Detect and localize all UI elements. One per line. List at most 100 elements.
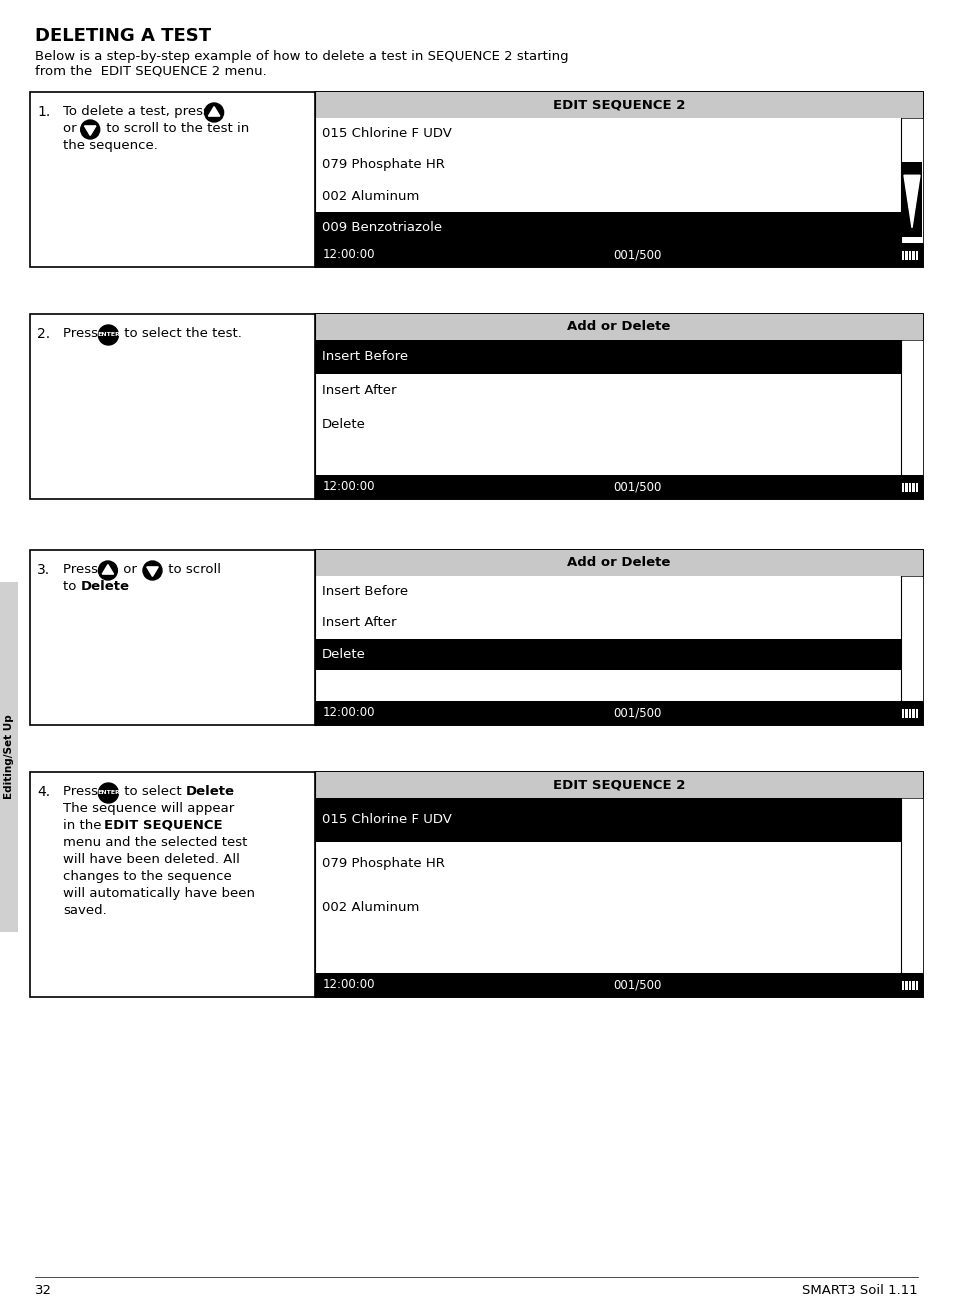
Text: will have been deleted. All: will have been deleted. All xyxy=(63,853,239,866)
Bar xyxy=(30,314,923,499)
Bar xyxy=(900,340,923,475)
Bar xyxy=(915,980,917,989)
Text: SMART3 Soil 1.11: SMART3 Soil 1.11 xyxy=(801,1284,917,1298)
Bar xyxy=(915,251,917,260)
Bar xyxy=(901,161,921,236)
Bar xyxy=(314,314,923,499)
Text: 12:00:00: 12:00:00 xyxy=(323,979,375,992)
Text: in the: in the xyxy=(63,819,106,832)
Bar xyxy=(908,483,910,492)
Text: .: . xyxy=(226,785,230,798)
Polygon shape xyxy=(85,126,96,135)
Text: the sequence.: the sequence. xyxy=(63,139,157,152)
Bar xyxy=(900,798,923,974)
Text: 079 Phosphate HR: 079 Phosphate HR xyxy=(322,857,444,870)
Bar xyxy=(30,771,923,997)
Text: Insert Before: Insert Before xyxy=(322,585,408,598)
Text: ENTER: ENTER xyxy=(97,791,120,795)
Bar xyxy=(901,483,903,492)
Bar xyxy=(314,798,900,842)
Polygon shape xyxy=(102,564,113,575)
Text: to select the test.: to select the test. xyxy=(120,327,242,340)
Text: to: to xyxy=(63,580,81,593)
Text: 001/500: 001/500 xyxy=(612,248,660,261)
Text: 015 Chlorine F UDV: 015 Chlorine F UDV xyxy=(322,813,452,827)
Bar xyxy=(911,980,914,989)
Text: .: . xyxy=(121,580,126,593)
Bar xyxy=(0,583,18,932)
Text: menu and the selected test: menu and the selected test xyxy=(63,836,247,849)
Bar xyxy=(901,980,903,989)
Text: 002 Aluminum: 002 Aluminum xyxy=(322,190,419,202)
Text: will automatically have been: will automatically have been xyxy=(63,887,254,900)
Text: Below is a step-by-step example of how to delete a test in SEQUENCE 2 starting: Below is a step-by-step example of how t… xyxy=(35,50,568,63)
Bar xyxy=(915,483,917,492)
Text: 32: 32 xyxy=(35,1284,52,1298)
Bar xyxy=(314,550,923,576)
Polygon shape xyxy=(903,176,919,228)
Bar xyxy=(915,708,917,718)
Text: Add or Delete: Add or Delete xyxy=(567,556,670,569)
Circle shape xyxy=(143,562,162,580)
Circle shape xyxy=(98,325,118,345)
Text: Editing/Set Up: Editing/Set Up xyxy=(4,715,14,799)
Text: 12:00:00: 12:00:00 xyxy=(323,480,375,493)
Bar xyxy=(900,118,923,243)
Text: EDIT SEQUENCE 2: EDIT SEQUENCE 2 xyxy=(552,778,684,791)
Text: EDIT SEQUENCE: EDIT SEQUENCE xyxy=(104,819,223,832)
Text: ENTER: ENTER xyxy=(97,332,120,337)
Polygon shape xyxy=(147,567,158,576)
Bar xyxy=(908,980,910,989)
Text: 001/500: 001/500 xyxy=(612,706,660,719)
Bar xyxy=(314,771,923,997)
Polygon shape xyxy=(208,106,219,115)
Text: Press: Press xyxy=(63,327,102,340)
Text: 009 Benzotriazole: 009 Benzotriazole xyxy=(322,220,441,234)
Circle shape xyxy=(81,119,100,139)
Bar xyxy=(911,708,914,718)
Text: 001/500: 001/500 xyxy=(612,979,660,992)
Bar xyxy=(911,251,914,260)
Text: 1.: 1. xyxy=(37,105,51,119)
Bar xyxy=(314,974,923,997)
Text: The sequence will appear: The sequence will appear xyxy=(63,802,234,815)
Text: 079 Phosphate HR: 079 Phosphate HR xyxy=(322,159,444,172)
Bar xyxy=(314,550,923,726)
Bar xyxy=(904,251,907,260)
Text: 12:00:00: 12:00:00 xyxy=(323,248,375,261)
Text: Insert After: Insert After xyxy=(322,384,396,398)
Text: or: or xyxy=(63,122,81,135)
Bar xyxy=(30,92,923,268)
Bar xyxy=(911,483,914,492)
Bar xyxy=(908,251,910,260)
Bar xyxy=(900,576,923,701)
Bar xyxy=(314,340,900,374)
Bar xyxy=(901,708,903,718)
Text: Press: Press xyxy=(63,563,102,576)
Text: Delete: Delete xyxy=(185,785,234,798)
Text: Press: Press xyxy=(63,785,102,798)
Bar xyxy=(314,771,923,798)
Bar xyxy=(904,483,907,492)
Text: to select: to select xyxy=(120,785,186,798)
Text: 12:00:00: 12:00:00 xyxy=(323,706,375,719)
Circle shape xyxy=(98,562,117,580)
Bar xyxy=(908,708,910,718)
Text: 002 Aluminum: 002 Aluminum xyxy=(322,901,419,914)
Text: DELETING A TEST: DELETING A TEST xyxy=(35,28,211,45)
Text: 4.: 4. xyxy=(37,785,51,799)
Text: from the  EDIT SEQUENCE 2 menu.: from the EDIT SEQUENCE 2 menu. xyxy=(35,66,267,77)
Text: Delete: Delete xyxy=(81,580,130,593)
Text: Insert After: Insert After xyxy=(322,617,396,630)
Text: to scroll: to scroll xyxy=(164,563,221,576)
Text: EDIT SEQUENCE 2: EDIT SEQUENCE 2 xyxy=(552,98,684,112)
Bar xyxy=(904,980,907,989)
Text: Delete: Delete xyxy=(322,648,366,661)
Text: 015 Chlorine F UDV: 015 Chlorine F UDV xyxy=(322,127,452,140)
Text: 2.: 2. xyxy=(37,327,51,341)
Bar xyxy=(314,475,923,499)
Text: or: or xyxy=(119,563,141,576)
Circle shape xyxy=(204,104,223,122)
Bar xyxy=(314,314,923,340)
Text: 3.: 3. xyxy=(37,563,51,577)
